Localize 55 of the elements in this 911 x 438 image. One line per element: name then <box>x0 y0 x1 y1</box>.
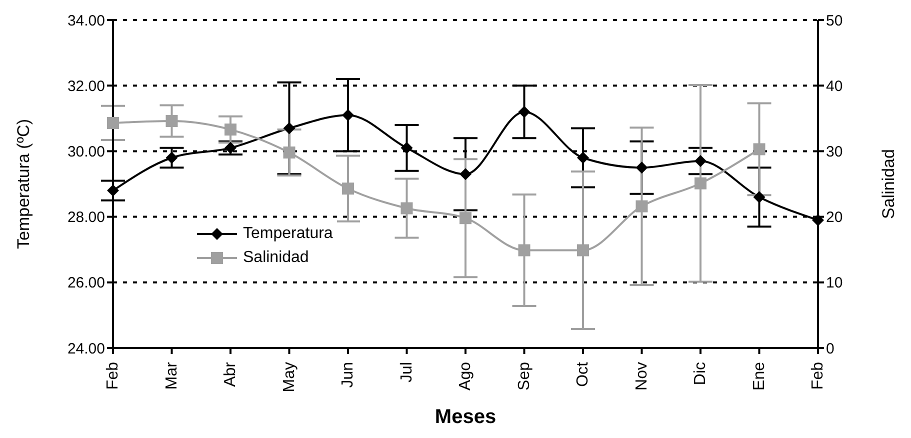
point <box>283 122 296 134</box>
point <box>107 184 119 197</box>
point <box>342 109 354 122</box>
point <box>753 191 766 204</box>
y2-tick-label: 50 <box>826 12 843 30</box>
point <box>460 212 472 224</box>
legend-label: Temperatura <box>243 225 333 243</box>
x-tick-label: Ene <box>750 362 768 390</box>
point <box>460 168 472 180</box>
y-tick-label: 32.00 <box>67 78 105 95</box>
y2-tick-label: 30 <box>826 144 843 161</box>
y-tick-label: 28.00 <box>67 209 105 226</box>
point <box>166 152 178 164</box>
y2-axis-title: Salinidad <box>879 149 898 219</box>
point <box>636 200 648 212</box>
y-tick-label: 34.00 <box>67 12 105 30</box>
point <box>694 177 706 190</box>
x-tick-label: Sep <box>516 362 533 390</box>
point <box>812 214 824 226</box>
x-tick-label: Jun <box>340 362 356 388</box>
x-axis-title: Meses <box>434 406 496 428</box>
x-tick-label: Oct <box>574 361 592 387</box>
x-tick-label: Ago <box>457 362 474 390</box>
point <box>753 143 766 156</box>
x-tick-label: Nov <box>633 362 650 390</box>
point <box>518 106 530 118</box>
point <box>636 162 648 174</box>
point <box>694 155 706 168</box>
y2-tick-label: 10 <box>826 274 843 292</box>
legend-label: Salinidad <box>243 249 309 267</box>
point <box>577 152 589 164</box>
y2-tick-label: 40 <box>826 78 843 95</box>
y-tick-label: 26.00 <box>67 274 105 292</box>
x-tick-label: Dic <box>692 362 709 386</box>
point <box>518 244 530 256</box>
x-tick-label: May <box>280 362 298 392</box>
point <box>400 202 413 214</box>
point <box>342 182 354 195</box>
point <box>224 142 236 154</box>
point <box>166 115 178 128</box>
y2-tick-label: 0 <box>826 340 834 358</box>
point <box>224 124 236 136</box>
point <box>400 142 413 154</box>
x-tick-label: Mar <box>163 361 180 390</box>
point <box>283 146 296 159</box>
point <box>107 116 119 129</box>
point <box>577 244 589 256</box>
y2-tick-label: 20 <box>826 209 843 226</box>
y-tick-label: 30.00 <box>67 144 105 161</box>
x-tick-label: Feb <box>104 362 122 390</box>
x-tick-label: Feb <box>810 362 826 390</box>
x-tick-label: Abr <box>222 361 239 387</box>
y-axis-title: Temperatura (ºC) <box>14 119 34 249</box>
x-tick-label: Jul <box>398 362 416 382</box>
y-tick-label: 24.00 <box>67 340 105 358</box>
